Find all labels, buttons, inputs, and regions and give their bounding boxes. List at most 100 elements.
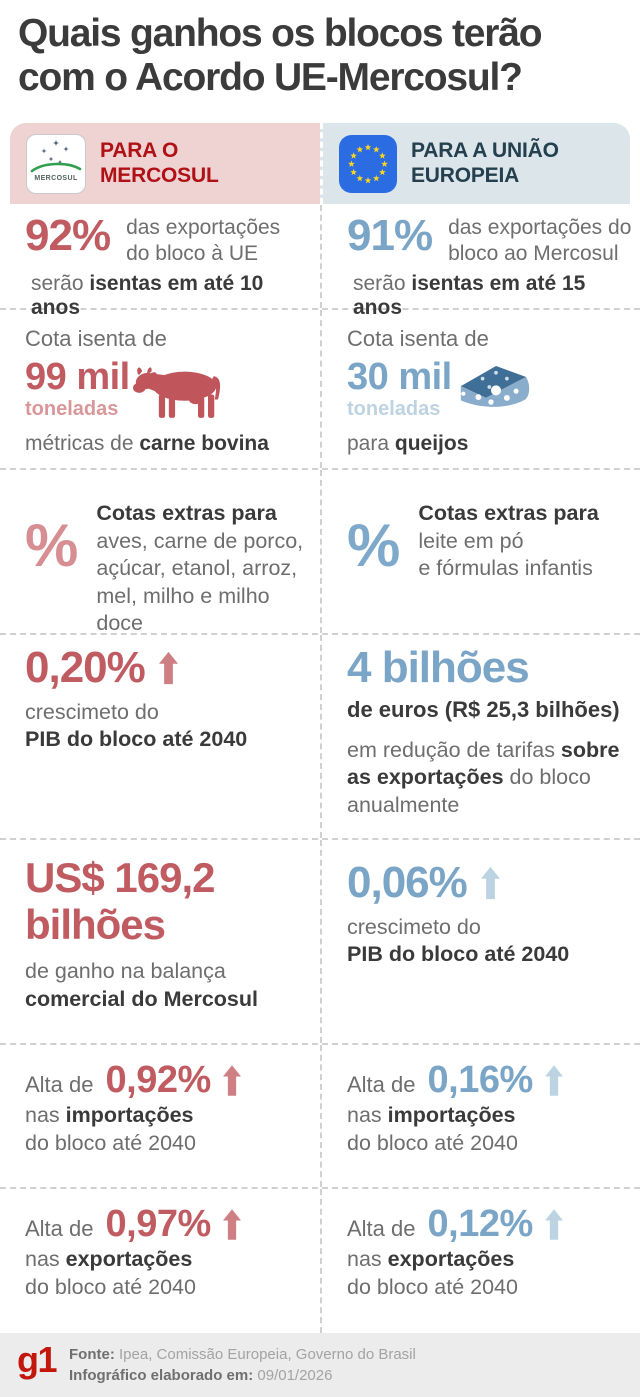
- footer-source: Fonte: Ipea, Comissão Europeia, Governo …: [69, 1344, 416, 1365]
- eu-tariff-subtitle: de euros (R$ 25,3 bilhões): [347, 696, 620, 722]
- desc-line: do bloco à UE: [126, 241, 258, 265]
- alta-tail: nas importações: [25, 1102, 312, 1130]
- mercosul-imports-value: 0,92%: [105, 1059, 212, 1101]
- alta-tail: nas exportações: [25, 1246, 312, 1274]
- mercosul-balance-value-line2: bilhões: [25, 901, 166, 949]
- tail-plain: para: [347, 431, 395, 455]
- eu-header: PARA A UNIÃO EUROPEIA: [320, 123, 630, 204]
- eu-tariff-body: em redução de tarifas sobre as exportaçõ…: [347, 737, 632, 820]
- tail-plain: nas: [25, 1247, 66, 1271]
- eu-flag-icon: [339, 134, 397, 193]
- alta-prefix: Alta de: [25, 1216, 94, 1241]
- extra-quotas-line: mel, milho e milho doce: [96, 583, 270, 636]
- eu-gdp-value: 0,06%: [347, 858, 468, 907]
- percent-icon: %: [347, 512, 401, 579]
- mercosul-stars-icon: [30, 139, 82, 172]
- mercosul-exports-stat: Alta de 0,97% nas exportações do bloco a…: [0, 1189, 320, 1333]
- mercosul-quota-stat: Cota isenta de 99 mil toneladas métricas…: [0, 310, 320, 468]
- eu-label-line1: PARA A UNIÃO: [411, 139, 559, 163]
- mercosul-exports-value: 0,97%: [105, 1203, 212, 1245]
- eu-tariff-stat: 4 bilhões de euros (R$ 25,3 bilhões) em …: [320, 635, 640, 838]
- tail-bold: importações: [387, 1103, 516, 1127]
- alta-tail-line2: do bloco até 2040: [347, 1274, 518, 1299]
- extra-quotas-line: aves, carne de porco,: [96, 528, 304, 553]
- body-bold: sobre as exportações: [347, 737, 620, 790]
- eu-quota-unit: toneladas: [347, 397, 441, 420]
- mercosul-extra-quotas: % Cotas extras para aves, carne de porco…: [0, 470, 320, 635]
- row-imports: Alta de 0,92% nas importações do bloco a…: [0, 1043, 640, 1187]
- mercosul-balance-stat: US$ 169,2 bilhões de ganho na balança co…: [0, 840, 320, 1043]
- tail-plain: métricas de: [25, 431, 140, 455]
- tail-plain: nas: [25, 1103, 66, 1127]
- alta-prefix: Alta de: [347, 1072, 416, 1097]
- eu-exports-stat: Alta de 0,12% nas exportações do bloco a…: [320, 1189, 640, 1333]
- stats-grid: 92% das exportações do bloco à UE serão …: [0, 205, 640, 1333]
- mercosul-label-line2: MERCOSUL: [100, 163, 219, 187]
- quota-intro: Cota isenta de: [25, 326, 167, 351]
- extra-quotas-line: leite em pó: [418, 528, 524, 553]
- footer-date: Infográfico elaborado em: 09/01/2026: [69, 1365, 416, 1386]
- eu-extra-quotas: % Cotas extras para leite em pó e fórmul…: [320, 470, 640, 633]
- tail-bold: importações: [65, 1103, 194, 1127]
- tail-plain: serão: [31, 272, 90, 296]
- mercosul-exemption-stat: 92% das exportações do bloco à UE serão …: [0, 205, 320, 320]
- eu-gdp-stat: 0,06% crescimeto do PIB do bloco até 204…: [320, 840, 640, 1043]
- row-exports: Alta de 0,97% nas exportações do bloco a…: [0, 1187, 640, 1333]
- desc-line: das exportações do: [448, 216, 632, 239]
- eu-quota-value: 30 mil: [347, 356, 452, 398]
- tail-plain: nas: [347, 1103, 388, 1127]
- eu-exemption-stat: 91% das exportações do bloco ao Mercosul…: [320, 205, 640, 319]
- alta-tail-line2: do bloco até 2040: [347, 1130, 518, 1155]
- tail-bold: queijos: [394, 431, 469, 455]
- mercosul-exemption-tail: serão isentas em até 10 anos: [31, 272, 312, 320]
- gdp-desc-plain: crescimeto do: [347, 914, 481, 939]
- mercosul-gdp-stat: 0,20% crescimeto do PIB do bloco até 204…: [0, 635, 320, 838]
- extra-quotas-title: Cotas extras para: [96, 501, 277, 525]
- mercosul-logo-caption: MERCOSUL: [34, 174, 78, 182]
- quota-intro: Cota isenta de: [347, 326, 489, 351]
- percent-icon: %: [25, 512, 79, 579]
- mercosul-quota-tail: métricas de carne bovina: [25, 432, 312, 456]
- mercosul-header-label: PARA O MERCOSUL: [100, 139, 219, 187]
- eu-exemption-desc: das exportações do bloco ao Mercosul: [448, 215, 631, 266]
- mercosul-quota-unit: toneladas: [25, 397, 119, 420]
- extra-quotas-title: Cotas extras para: [418, 501, 599, 525]
- mercosul-header: MERCOSUL PARA O MERCOSUL: [10, 123, 320, 204]
- tail-bold: carne bovina: [139, 431, 269, 455]
- extra-quotas-text: Cotas extras para leite em pó e fórmulas…: [418, 500, 598, 583]
- cow-icon: [133, 367, 221, 418]
- body-plain: do bloco anualmente: [347, 765, 591, 817]
- page-title: Quais ganhos os blocos terão com o Acord…: [18, 12, 543, 100]
- mercosul-gdp-value: 0,20%: [25, 643, 146, 692]
- header-band: MERCOSUL PARA O MERCOSUL: [10, 123, 630, 204]
- eu-label-line2: EUROPEIA: [411, 163, 520, 187]
- up-arrow-icon: [222, 1209, 241, 1240]
- up-arrow-icon: [222, 1065, 241, 1096]
- cheese-icon: [460, 366, 530, 407]
- extra-quotas-line: açúcar, etanol, arroz,: [96, 556, 298, 581]
- desc-line: bloco ao Mercosul: [448, 241, 619, 265]
- up-arrow-icon: [544, 1209, 563, 1240]
- eu-quota-tail: para queijos: [347, 432, 632, 456]
- eu-header-label: PARA A UNIÃO EUROPEIA: [411, 139, 559, 187]
- alta-tail-line2: do bloco até 2040: [25, 1130, 196, 1155]
- desc-line: das exportações: [126, 216, 281, 239]
- mercosul-flag-icon: MERCOSUL: [26, 133, 86, 194]
- alta-tail: nas importações: [347, 1102, 632, 1130]
- mercosul-label-line1: PARA O: [100, 139, 179, 163]
- row-extra-quotas: % Cotas extras para aves, carne de porco…: [0, 468, 640, 635]
- footer-credits: Fonte: Ipea, Comissão Europeia, Governo …: [69, 1344, 416, 1386]
- up-arrow-icon: [544, 1065, 563, 1096]
- tail-plain: nas: [347, 1247, 388, 1271]
- mercosul-quota-value: 99 mil: [25, 356, 130, 398]
- gdp-desc-plain: crescimeto do: [25, 699, 159, 724]
- eu-exports-value: 0,12%: [427, 1203, 534, 1245]
- mercosul-exemption-value: 92%: [25, 211, 111, 260]
- extra-quotas-text: Cotas extras para aves, carne de porco, …: [96, 500, 312, 638]
- row-quota: Cota isenta de 99 mil toneladas métricas…: [0, 308, 640, 468]
- eu-imports-value: 0,16%: [427, 1059, 534, 1101]
- tail-plain: serão: [353, 272, 412, 296]
- body-plain: em redução de tarifas: [347, 737, 561, 762]
- up-arrow-icon: [480, 866, 500, 900]
